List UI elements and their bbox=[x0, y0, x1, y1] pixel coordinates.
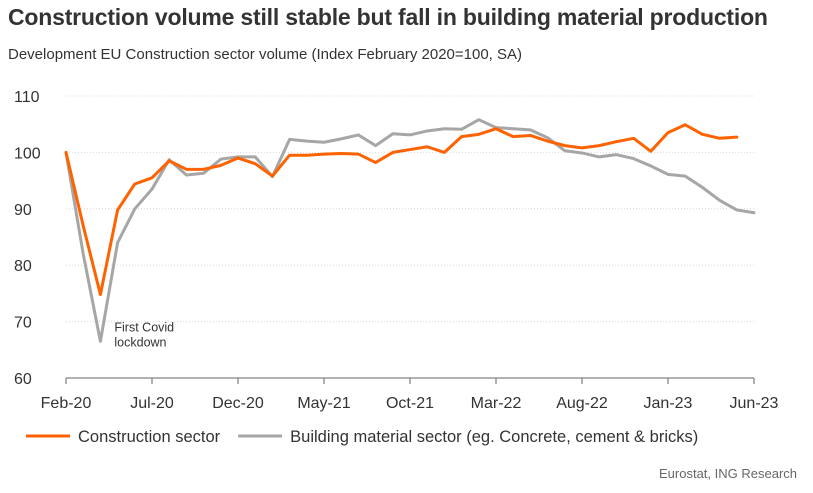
annotation-text-0-1: lockdown bbox=[114, 335, 166, 349]
source-note: Eurostat, ING Research bbox=[659, 466, 797, 481]
x-axis bbox=[65, 377, 755, 384]
x-tick-label-Feb-20: Feb-20 bbox=[41, 395, 92, 412]
y-axis: 60 70 80 90 100 110 bbox=[14, 89, 41, 388]
x-tick-label-Jul-20: Jul-20 bbox=[130, 395, 174, 412]
y-tick-label-60: 60 bbox=[14, 371, 32, 388]
legend-label-building-material: Building material sector (eg. Concrete, … bbox=[290, 428, 698, 446]
series-lines bbox=[64, 118, 756, 343]
x-tick-label-Mar-22: Mar-22 bbox=[471, 395, 522, 412]
y-tick-label-110: 110 bbox=[14, 89, 40, 106]
x-tick-label-Jun-23: Jun-23 bbox=[730, 395, 779, 412]
x-tick-label-Jan-23: Jan-23 bbox=[644, 395, 693, 412]
x-tick-label-Dec-20: Dec-20 bbox=[212, 395, 264, 412]
chart-subtitle: Development EU Construction sector volum… bbox=[8, 46, 523, 63]
legend-label-construction: Construction sector bbox=[78, 428, 221, 446]
x-axis-labels: Feb-20 Jul-20 Dec-20 May-21 Oct-21 Mar-22 Aug-… bbox=[41, 395, 779, 412]
legend: Construction sector Building material sec… bbox=[26, 428, 698, 446]
x-tick-label-May-21: May-21 bbox=[297, 395, 350, 412]
building-material-sector-line bbox=[64, 118, 756, 343]
y-tick-label-100: 100 bbox=[14, 145, 41, 162]
y-tick-label-80: 80 bbox=[14, 258, 32, 275]
gridlines bbox=[66, 95, 754, 323]
annotation-text-0-0: First Covid bbox=[114, 320, 174, 334]
y-tick-label-70: 70 bbox=[14, 315, 32, 332]
chart-title: Construction volume still stable but fal… bbox=[8, 4, 768, 30]
construction-sector-line bbox=[64, 123, 739, 297]
y-tick-label-90: 90 bbox=[14, 202, 32, 219]
x-tick-label-Aug-22: Aug-22 bbox=[556, 395, 608, 412]
x-tick-label-Oct-21: Oct-21 bbox=[386, 395, 434, 412]
